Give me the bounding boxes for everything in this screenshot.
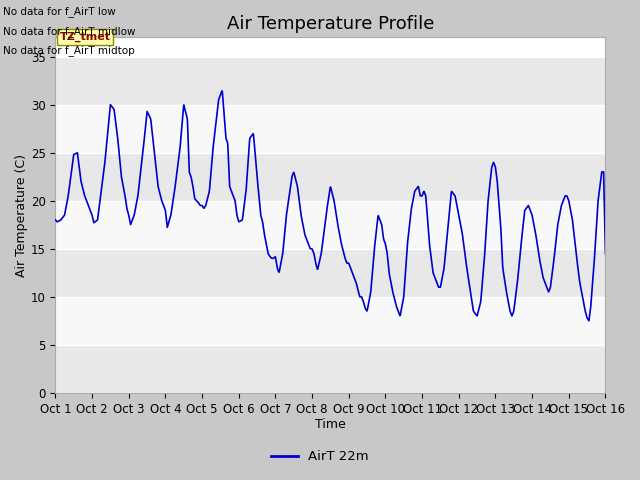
Bar xyxy=(56,297,605,345)
Bar xyxy=(56,201,605,249)
Text: No data for f_AirT low: No data for f_AirT low xyxy=(3,6,116,17)
Y-axis label: Air Temperature (C): Air Temperature (C) xyxy=(15,154,28,276)
Bar xyxy=(56,57,605,105)
Text: TZ_tmet: TZ_tmet xyxy=(60,32,111,42)
Bar xyxy=(56,153,605,201)
Text: No data for f_AirT midtop: No data for f_AirT midtop xyxy=(3,45,135,56)
Title: Air Temperature Profile: Air Temperature Profile xyxy=(227,15,434,33)
Bar xyxy=(56,249,605,297)
X-axis label: Time: Time xyxy=(315,419,346,432)
Text: No data for f_AirT midlow: No data for f_AirT midlow xyxy=(3,25,136,36)
Bar xyxy=(56,345,605,393)
Legend: AirT 22m: AirT 22m xyxy=(266,445,374,468)
Bar xyxy=(56,105,605,153)
